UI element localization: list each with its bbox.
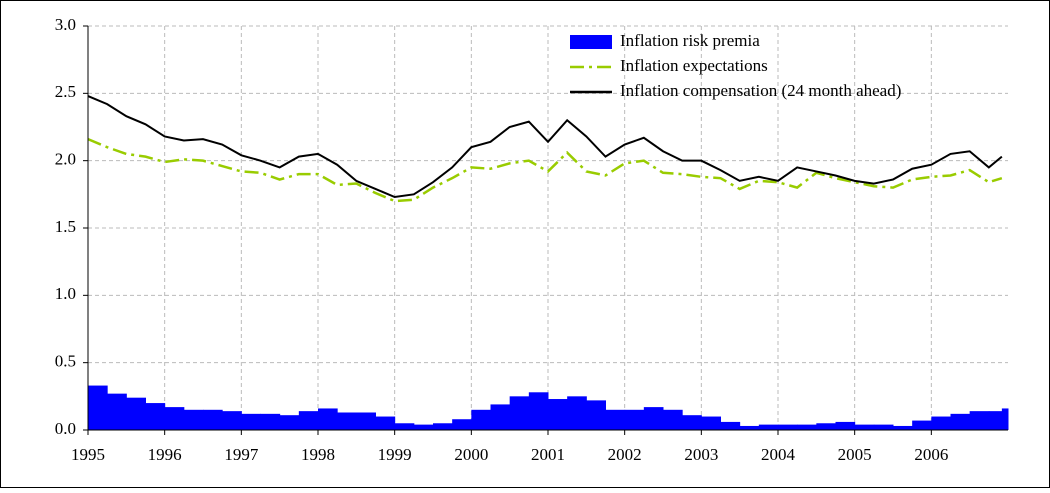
bar — [241, 413, 261, 430]
bar — [433, 423, 453, 430]
bar — [394, 423, 415, 430]
bar — [950, 413, 971, 430]
line — [87, 95, 1003, 199]
bar — [797, 424, 817, 430]
bar — [452, 419, 472, 430]
bar — [969, 411, 990, 430]
bar — [222, 411, 242, 430]
bar — [107, 393, 127, 430]
y-tick-label: 0.0 — [55, 419, 76, 438]
bar — [720, 421, 741, 430]
bar — [164, 407, 185, 430]
bar — [413, 424, 434, 430]
x-tick-label: 1995 — [71, 445, 105, 464]
bar — [624, 409, 645, 430]
bar — [183, 409, 204, 430]
x-tick-label: 1998 — [301, 445, 335, 464]
x-tick-label: 2001 — [531, 445, 565, 464]
bar — [988, 411, 1003, 430]
bar — [88, 385, 108, 430]
line — [87, 137, 1003, 203]
bar — [203, 409, 223, 430]
y-tick-label: 2.0 — [55, 150, 76, 169]
y-tick-label: 3.0 — [55, 15, 76, 34]
legend-swatch — [570, 35, 612, 49]
bar — [835, 421, 856, 430]
bar — [816, 423, 836, 430]
x-tick-label: 2003 — [684, 445, 718, 464]
bar — [778, 424, 798, 430]
x-tick-label: 2000 — [454, 445, 488, 464]
bar — [758, 424, 779, 430]
y-tick-label: 1.5 — [55, 217, 76, 236]
bar — [509, 396, 530, 430]
x-tick-label: 2004 — [761, 445, 796, 464]
bar — [279, 415, 300, 430]
bar — [682, 415, 702, 430]
bar — [356, 412, 376, 430]
bar — [893, 425, 913, 430]
bar — [145, 403, 166, 430]
bar — [663, 409, 683, 430]
legend-label: Inflation expectations — [620, 56, 768, 75]
bar — [912, 420, 932, 430]
bar — [854, 424, 875, 430]
bar — [471, 409, 491, 430]
y-tick-label: 1.0 — [55, 284, 76, 303]
bar — [260, 413, 281, 430]
y-tick-label: 2.5 — [55, 82, 76, 101]
bar — [873, 424, 894, 430]
legend-label: Inflation risk premia — [620, 31, 760, 50]
bar — [318, 408, 338, 430]
x-tick-label: 2006 — [914, 445, 948, 464]
bar — [739, 425, 760, 430]
legend-label: Inflation compensation (24 month ahead) — [620, 81, 901, 100]
x-tick-label: 1996 — [148, 445, 182, 464]
y-tick-label: 0.5 — [55, 352, 76, 371]
x-tick-label: 2002 — [608, 445, 642, 464]
bar — [528, 392, 549, 430]
bar — [701, 416, 721, 430]
bar — [567, 396, 587, 430]
x-tick-label: 1999 — [378, 445, 412, 464]
bar — [931, 416, 951, 430]
x-tick-label: 2005 — [838, 445, 872, 464]
bar — [298, 411, 319, 430]
bar — [605, 409, 626, 430]
bar — [1001, 408, 1009, 430]
bar — [490, 404, 511, 430]
bar — [337, 412, 357, 430]
bar — [643, 407, 664, 430]
bar — [126, 397, 146, 430]
bar — [586, 400, 606, 430]
bar — [375, 416, 396, 430]
x-tick-label: 1997 — [224, 445, 259, 464]
bar — [548, 399, 568, 430]
